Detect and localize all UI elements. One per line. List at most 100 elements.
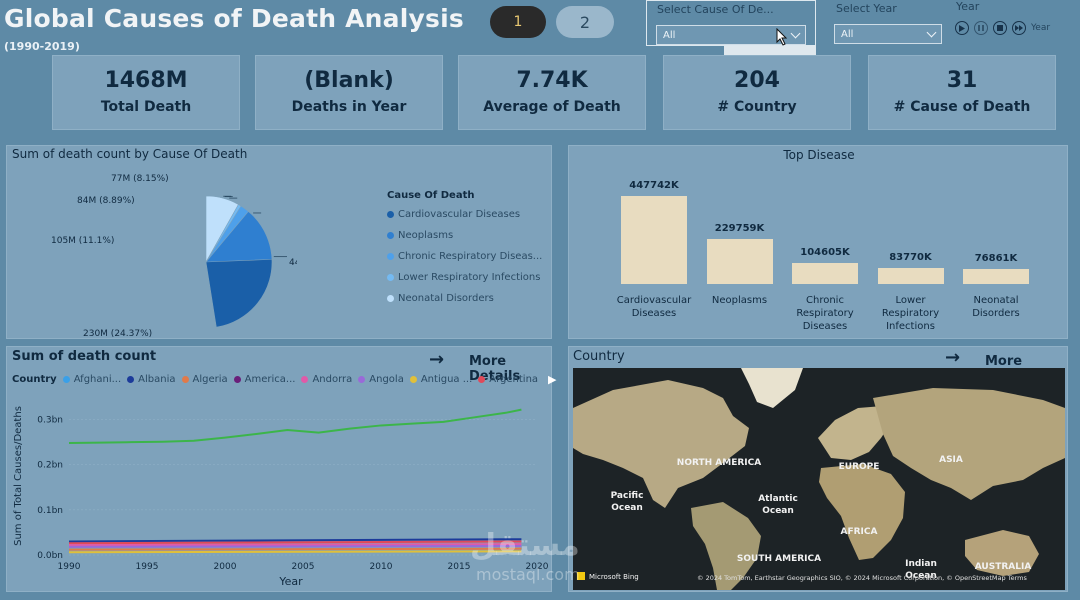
top-disease-panel: Top Disease 447742K Cardiovascular Diseas… — [568, 145, 1068, 339]
y-tick-label: 0.3bn — [37, 416, 63, 426]
line-series[interactable] — [68, 538, 522, 543]
pie-data-label: 77M (8.15%) — [111, 174, 169, 184]
play-icon[interactable] — [955, 21, 969, 35]
map-region-label: AFRICA — [841, 527, 878, 537]
top-disease-bars: 447742K Cardiovascular Diseases 229759K Neo… — [569, 146, 1069, 340]
year-dropdown[interactable]: All — [834, 24, 942, 44]
kpi-label: Average of Death — [483, 99, 621, 115]
year-dropdown-value: All — [841, 28, 854, 40]
line-series[interactable] — [68, 543, 522, 547]
bar[interactable] — [706, 238, 773, 284]
legend-label: Argentina — [489, 374, 539, 385]
bar-data-label: 104605K — [800, 247, 850, 259]
legend-label: America... — [244, 374, 296, 385]
kpi-label: # Cause of Death — [893, 99, 1031, 115]
bar-data-label: 229759K — [714, 222, 765, 234]
cursor-icon — [776, 27, 788, 50]
page-2-button[interactable]: 2 — [556, 6, 614, 38]
arrow-right-icon[interactable]: → — [945, 347, 961, 368]
map-panel: Country → More Details NORTH AMERICAEURO… — [568, 346, 1068, 592]
pie-data-label: 105M (11.1%) — [51, 236, 114, 246]
legend-item[interactable]: Lower Respiratory Infections — [387, 267, 542, 288]
play-axis-year: Year — [1031, 23, 1051, 33]
legend-item[interactable]: Antigua ... — [409, 374, 472, 385]
legend-item[interactable]: Chronic Respiratory Diseas... — [387, 246, 542, 267]
legend-dot — [301, 376, 309, 383]
legend-item[interactable]: Argentina — [478, 374, 538, 385]
map-region-label: NORTH AMERICA — [677, 458, 761, 468]
legend-label: Neonatal Disorders — [398, 293, 494, 304]
line-legend: Country Afghani... Albania Algeria Ameri… — [12, 373, 557, 386]
bar[interactable] — [963, 268, 1029, 284]
bar[interactable] — [877, 267, 944, 284]
bar[interactable] — [621, 196, 687, 284]
x-axis-label: Year — [278, 575, 303, 588]
kpi-value: (Blank) — [304, 68, 394, 93]
legend-item[interactable]: Algeria — [181, 374, 228, 385]
bar-category-label: Cardiovascular Diseases — [616, 295, 692, 319]
legend-item[interactable]: Andorra — [301, 374, 352, 385]
x-tick-label: 2005 — [292, 562, 315, 572]
chevron-down-icon — [790, 28, 801, 38]
kpi-value: 31 — [946, 68, 978, 93]
stop-icon[interactable] — [993, 21, 1007, 35]
chevron-down-icon — [926, 27, 937, 37]
map-brand: Microsoft Bing — [589, 573, 639, 581]
legend-label: Algeria — [192, 374, 228, 385]
map-region-label: Indian — [905, 559, 937, 569]
legend-item[interactable]: Cardiovascular Diseases — [387, 204, 542, 225]
page-title: Global Causes of Death Analysis — [4, 4, 464, 33]
pie-slice[interactable] — [205, 195, 239, 264]
world-map[interactable]: NORTH AMERICA EUROPE ASIA Pacific Ocean Atlan… — [573, 368, 1065, 590]
bing-logo: Microsoft Bing — [577, 572, 639, 581]
y-tick-label: 0.2bn — [37, 461, 63, 471]
y-tick-label: 0.0bn — [37, 551, 63, 561]
pie-legend: Cause Of Death Cardiovascular Diseases N… — [387, 190, 542, 309]
kpi-label: # Country — [717, 99, 797, 115]
legend-item[interactable]: Neoplasms — [387, 225, 542, 246]
arrow-right-icon[interactable]: → — [429, 349, 445, 370]
legend-dot — [127, 376, 135, 383]
map-region-label: ASIA — [939, 455, 963, 465]
greenland-shape — [741, 368, 803, 408]
x-tick-label: 1995 — [136, 562, 159, 572]
x-tick-label: 2000 — [214, 562, 237, 572]
bar[interactable] — [792, 263, 858, 284]
legend-item[interactable]: America... — [233, 374, 296, 385]
x-tick-label: 2015 — [448, 562, 471, 572]
bar-category-label: Neonatal Disorders — [972, 295, 1020, 319]
asia-shape — [873, 388, 1065, 500]
legend-dot — [387, 232, 394, 239]
legend-item[interactable]: Afghani... — [62, 374, 121, 385]
y-tick-label: 0.1bn — [37, 506, 63, 516]
watermark-logo: مستقل — [470, 528, 580, 563]
year-slicer-label: Select Year — [836, 2, 897, 15]
kpi-value: 7.74K — [516, 68, 588, 93]
pie-data-label: 84M (8.89%) — [77, 196, 135, 206]
map-region-label: EUROPE — [839, 462, 880, 472]
legend-item[interactable]: Neonatal Disorders — [387, 288, 542, 309]
map-region-label: Ocean — [905, 571, 937, 581]
kpi-label: Deaths in Year — [291, 99, 407, 115]
page-1-button[interactable]: 1 — [490, 6, 546, 38]
legend-label: Lower Respiratory Infections — [398, 272, 541, 283]
line-series[interactable] — [68, 540, 522, 545]
north-america-shape — [573, 380, 749, 508]
bar-data-label: 76861K — [974, 252, 1018, 264]
focus-toolbar[interactable] — [724, 46, 816, 56]
y-axis-label: Sum of Total Causes/Deaths — [13, 406, 24, 546]
line-panel: Sum of death count → More Details Countr… — [6, 346, 557, 592]
pause-icon[interactable] — [974, 21, 988, 35]
line-series[interactable] — [68, 550, 522, 554]
kpi-label: Total Death — [100, 99, 192, 115]
legend-next-icon[interactable]: ▶ — [548, 373, 557, 386]
skip-icon[interactable] — [1012, 21, 1026, 35]
line-series[interactable] — [68, 408, 522, 445]
legend-dot — [478, 376, 486, 383]
legend-item[interactable]: Angola — [358, 374, 404, 385]
line-series[interactable] — [68, 547, 522, 551]
cause-dropdown[interactable]: All — [656, 25, 806, 45]
line-series[interactable] — [68, 544, 522, 548]
legend-item[interactable]: Albania — [127, 374, 176, 385]
x-tick-label: 2010 — [370, 562, 393, 572]
